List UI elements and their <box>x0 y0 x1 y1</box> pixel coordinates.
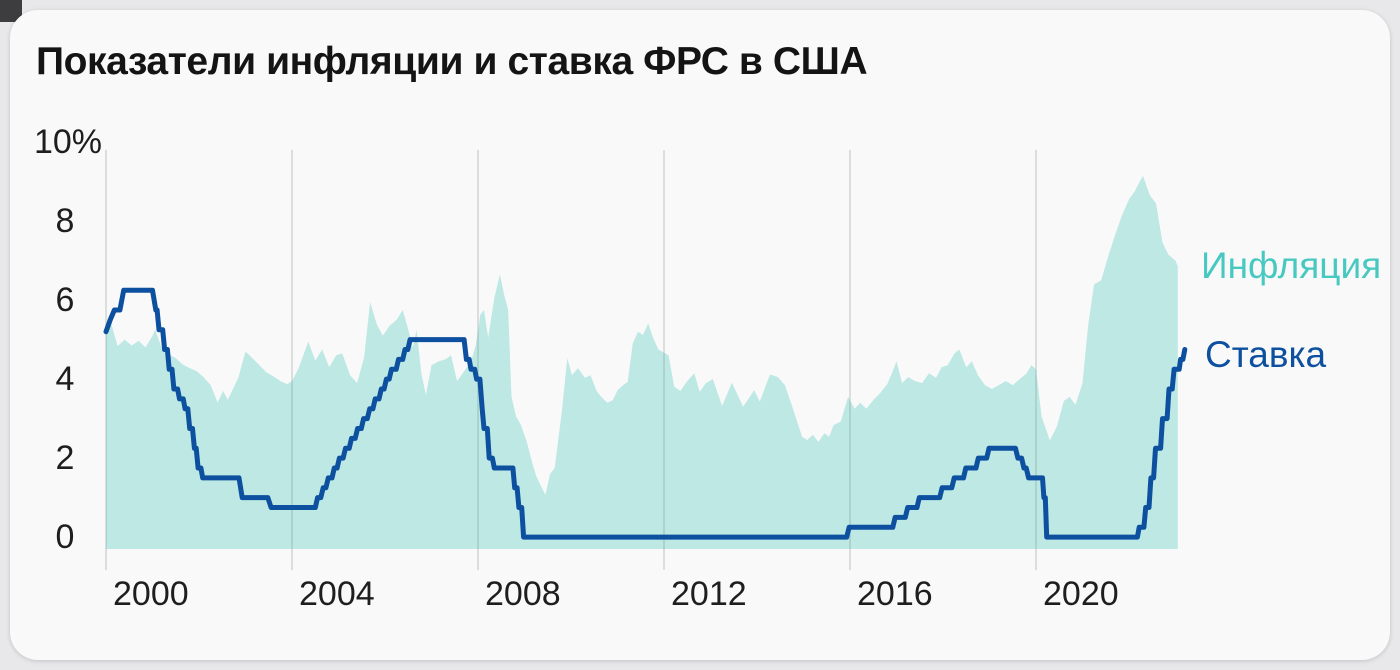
x-axis-label: 2000 <box>113 575 189 613</box>
y-axis-label: 10% <box>33 123 103 161</box>
rate-line <box>103 287 1188 540</box>
x-axis-label: 2004 <box>299 575 375 613</box>
y-axis-label: 0 <box>55 518 75 556</box>
y-axis-label: 8 <box>55 202 75 240</box>
y-axis-label: 4 <box>55 360 75 398</box>
x-axis-label: 2012 <box>671 575 747 613</box>
x-axis-label: 2020 <box>1043 575 1119 613</box>
chart-title: Показатели инфляции и ставка ФРС в США <box>36 40 868 83</box>
page-corner-backdrop <box>0 0 22 22</box>
x-axis-label: 2016 <box>857 575 933 613</box>
x-axis-label: 2008 <box>485 575 561 613</box>
y-axis-label: 2 <box>55 439 75 477</box>
legend-rate-label: Ставка <box>1205 334 1327 375</box>
y-axis-label: 6 <box>55 281 75 319</box>
legend-inflation-label: Инфляция <box>1201 245 1382 286</box>
inflation-area <box>106 175 1178 549</box>
